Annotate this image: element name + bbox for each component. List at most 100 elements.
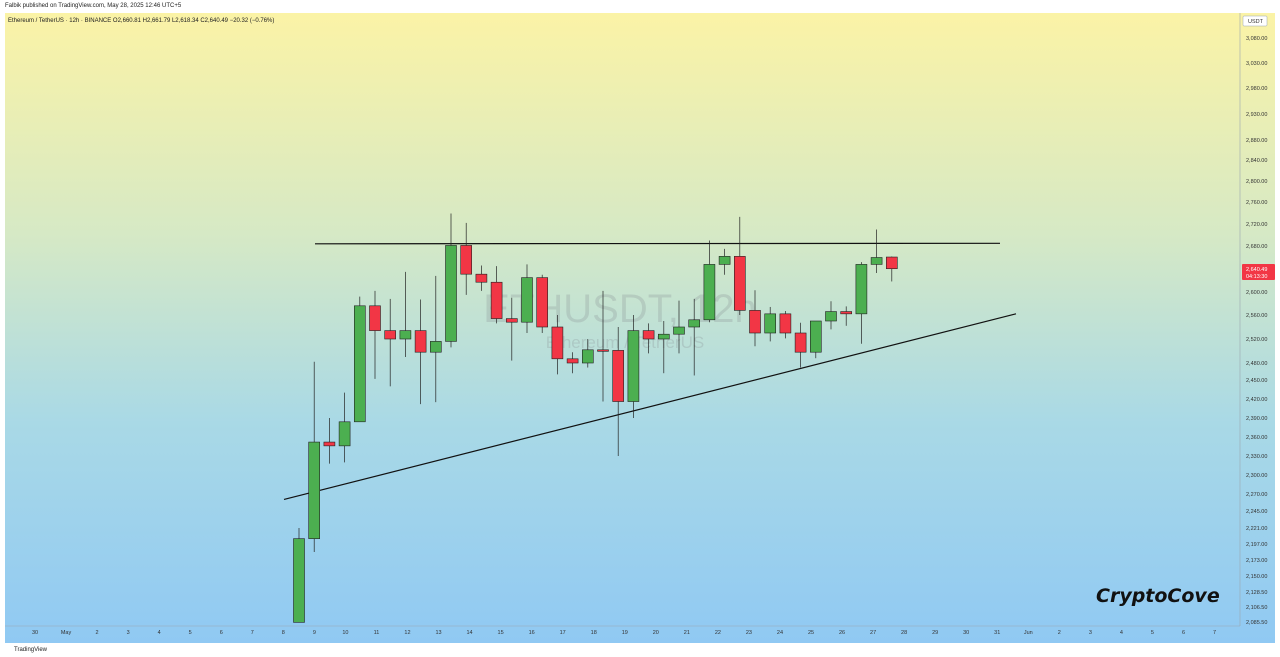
price-tick-label: 2,197.00: [1246, 542, 1267, 548]
candle: [399, 271, 412, 357]
candle-body-down: [323, 441, 336, 447]
candle-body-up: [718, 256, 731, 265]
time-tick-label: 24: [777, 630, 783, 636]
candle: [855, 262, 868, 344]
last-price-tag: 2,640.49 04:13:30: [1242, 264, 1275, 280]
candle-body-down: [779, 313, 792, 334]
candle-body-down: [536, 277, 549, 328]
time-tick-label: 6: [1182, 630, 1185, 636]
candle: [581, 339, 594, 368]
publisher-line: Falbik published on TradingView.com, May…: [0, 0, 1280, 13]
time-tick-label: 8: [282, 630, 285, 636]
time-tick-label: 27: [870, 630, 876, 636]
price-tick-label: 2,840.00: [1246, 158, 1267, 164]
candle-body-down: [597, 349, 609, 352]
time-tick-label: 16: [529, 630, 535, 636]
price-axis[interactable]: 3,080.00 3,030.00 2,980.00 2,930.00 2,880.00…: [1246, 36, 1267, 626]
candle-body-up: [627, 330, 640, 402]
candle-body-up: [353, 305, 366, 423]
time-tick-label: 9: [313, 630, 316, 636]
candle: [749, 290, 761, 347]
trendlines[interactable]: [283, 242, 1017, 501]
time-tick-label: 18: [591, 630, 597, 636]
watermark-name: Ethereum / TetherUS: [546, 333, 704, 352]
time-tick-label: 13: [435, 630, 441, 636]
candle-body-down: [369, 305, 381, 331]
candle: [551, 315, 564, 375]
time-tick-label: 30: [963, 630, 969, 636]
support-trendline[interactable]: [283, 313, 1017, 501]
candle-body-down: [460, 245, 473, 275]
candle-body-down: [384, 330, 397, 340]
time-tick-label: 17: [560, 630, 566, 636]
price-tick-label: 2,420.00: [1246, 397, 1267, 403]
time-tick-label: 10: [342, 630, 348, 636]
time-tick-label: 15: [498, 630, 504, 636]
candle: [384, 298, 397, 387]
candle: [627, 315, 640, 418]
candle: [353, 296, 366, 423]
candle: [809, 320, 822, 359]
footer-brand: TradingView: [0, 643, 1280, 657]
price-tick-label: 2,520.00: [1246, 337, 1267, 343]
candle: [414, 299, 427, 405]
time-tick-label: 5: [1151, 630, 1154, 636]
time-tick-label: 11: [374, 630, 380, 636]
price-tick-label: 2,360.00: [1246, 435, 1267, 441]
candle-body-up: [581, 349, 594, 364]
time-axis[interactable]: 30 May 2 3 4 5 6 7 8 9 10 11 12 13 14 15 16 17 18 19 20 21 22 2…: [32, 630, 1216, 636]
candle-body-down: [642, 330, 655, 340]
candle: [475, 265, 488, 291]
time-tick-label: 3: [127, 630, 130, 636]
candle-body-up: [764, 313, 777, 334]
time-tick-label: 26: [839, 630, 845, 636]
candle-body-down: [551, 326, 564, 360]
price-tick-label: 3,030.00: [1246, 61, 1267, 67]
candle: [657, 321, 670, 374]
candle: [688, 298, 701, 376]
candle: [840, 306, 853, 326]
candle: [673, 300, 685, 354]
candle: [885, 256, 898, 282]
time-tick-label: 22: [715, 630, 721, 636]
candle-body-up: [825, 311, 837, 322]
candle: [460, 222, 473, 295]
candle: [505, 297, 518, 361]
resistance-trendline[interactable]: [314, 242, 1001, 245]
price-tick-label: 2,980.00: [1246, 86, 1267, 92]
price-tick-label: 2,106.50: [1246, 605, 1267, 611]
price-tick-label: 3,080.00: [1246, 36, 1267, 42]
price-tick-label: 2,085.50: [1246, 620, 1267, 626]
candle-body-down: [840, 311, 853, 315]
time-tick-label: May: [61, 630, 72, 636]
price-tick-label: 2,450.00: [1246, 378, 1267, 384]
candle-body-up: [855, 264, 868, 315]
time-tick-label: 2: [96, 630, 99, 636]
candle: [521, 264, 533, 333]
candle: [308, 361, 321, 552]
candle: [323, 418, 336, 464]
time-tick-label: 12: [404, 630, 410, 636]
candle-body-down: [794, 332, 807, 353]
price-tick-label: 2,760.00: [1246, 200, 1267, 206]
candle-body-down: [733, 256, 746, 311]
price-tick-label: 2,330.00: [1246, 454, 1267, 460]
candle-body-up: [870, 257, 883, 265]
time-tick-label: 28: [901, 630, 907, 636]
time-tick-label: Jun: [1024, 630, 1033, 636]
price-tick-label: 2,300.00: [1246, 473, 1267, 479]
candle: [764, 306, 777, 342]
time-tick-label: 2: [1058, 630, 1061, 636]
price-tick-label: 2,128.50: [1246, 590, 1267, 596]
candle: [490, 266, 503, 324]
last-price-value: 2,640.49: [1246, 267, 1267, 273]
candle-body-up: [673, 326, 685, 335]
time-tick-label: 23: [746, 630, 752, 636]
symbol-ohlc-line: Ethereum / TetherUS · 12h · BINANCE O2,6…: [8, 18, 274, 24]
candle-body-up: [429, 341, 442, 353]
currency-box[interactable]: USDT: [1242, 15, 1268, 27]
candle-body-up: [688, 319, 701, 328]
candle-body-up: [399, 330, 412, 340]
candle: [612, 327, 625, 456]
